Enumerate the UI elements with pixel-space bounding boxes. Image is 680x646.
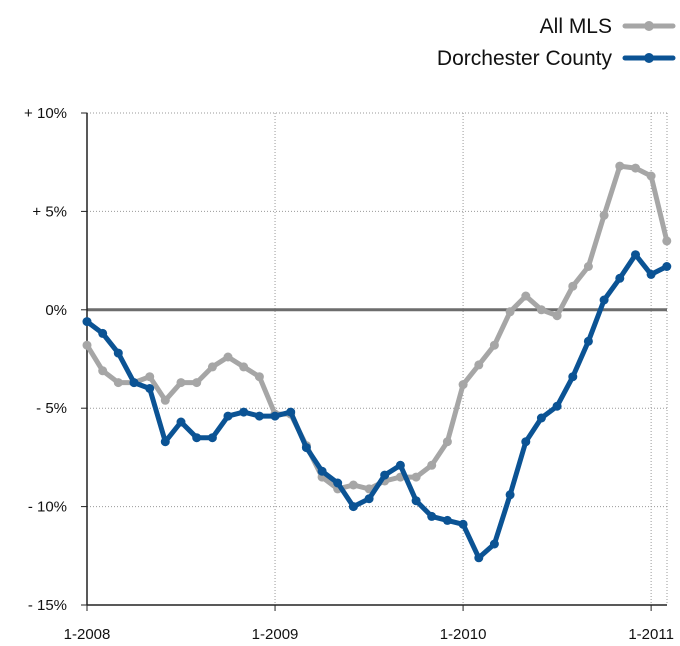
- plot-area: + 10% + 5% 0% - 5% - 10% - 15% 1-2008 1-2009 1-2…: [24, 105, 674, 643]
- x-tick-label: 1-2009: [252, 626, 299, 643]
- data-point: [442, 437, 452, 447]
- data-point: [427, 460, 437, 470]
- data-point: [113, 378, 123, 388]
- data-point: [176, 417, 186, 427]
- data-point: [646, 171, 656, 181]
- data-point: [348, 480, 358, 490]
- data-point: [568, 281, 578, 291]
- data-point: [489, 340, 499, 350]
- data-point: [427, 511, 437, 521]
- data-point: [631, 163, 640, 173]
- data-point: [505, 490, 515, 500]
- data-point: [583, 262, 593, 271]
- data-point: [192, 378, 202, 388]
- data-point: [348, 502, 358, 512]
- data-point: [411, 496, 421, 506]
- data-point: [599, 295, 609, 305]
- data-point: [505, 307, 515, 317]
- legend-swatch-marker: [644, 21, 654, 31]
- data-point: [145, 372, 155, 382]
- data-point: [489, 539, 499, 549]
- data-point: [192, 433, 202, 443]
- data-point: [521, 437, 531, 447]
- data-point: [160, 437, 170, 447]
- data-point: [411, 472, 421, 482]
- data-point: [536, 413, 546, 423]
- x-tick-label: 1-2011: [628, 626, 674, 643]
- series-line-all-mls: [84, 163, 670, 492]
- data-point: [82, 340, 92, 350]
- data-point: [364, 494, 374, 504]
- y-tick-label: - 5%: [36, 400, 67, 417]
- y-tick-label: - 15%: [28, 597, 67, 614]
- data-point: [129, 378, 139, 388]
- data-point: [207, 362, 217, 372]
- data-point: [646, 269, 656, 279]
- data-point: [474, 360, 484, 370]
- data-point: [552, 401, 562, 411]
- data-point: [380, 470, 390, 480]
- data-point: [474, 553, 484, 563]
- data-point: [583, 336, 593, 346]
- y-tick-label: 0%: [45, 302, 67, 319]
- series-line-dorchester-county: [84, 252, 670, 561]
- y-tick-label: - 10%: [28, 499, 67, 516]
- legend-label: Dorchester County: [437, 47, 613, 70]
- data-point: [333, 478, 343, 488]
- legend: All MLS Dorchester County: [437, 15, 676, 70]
- legend-label: All MLS: [540, 15, 612, 38]
- data-point: [160, 395, 170, 405]
- data-point: [317, 466, 327, 476]
- data-point: [615, 273, 625, 283]
- y-tick-label: + 10%: [24, 105, 67, 122]
- data-point: [442, 515, 452, 525]
- data-point: [631, 250, 640, 260]
- data-point: [301, 443, 311, 453]
- data-point: [223, 411, 233, 421]
- data-point: [662, 236, 672, 246]
- x-tick-label: 1-2008: [64, 626, 111, 643]
- data-point: [536, 305, 546, 315]
- data-point: [113, 348, 123, 358]
- data-point: [254, 411, 264, 421]
- data-point: [176, 378, 186, 388]
- data-point: [521, 291, 531, 301]
- data-point: [662, 262, 672, 271]
- data-point: [458, 519, 468, 529]
- data-point: [98, 366, 108, 376]
- legend-swatch-marker: [644, 53, 654, 63]
- x-tick-label: 1-2010: [440, 626, 487, 643]
- data-point: [98, 328, 108, 338]
- data-point: [458, 380, 468, 390]
- data-point: [239, 407, 249, 417]
- data-point: [395, 460, 405, 470]
- data-point: [207, 433, 217, 443]
- data-point: [270, 411, 280, 421]
- data-point: [239, 362, 249, 372]
- data-point: [254, 372, 264, 382]
- data-point: [599, 210, 609, 220]
- data-point: [82, 317, 92, 327]
- data-point: [223, 352, 233, 362]
- data-point: [615, 161, 625, 171]
- data-point: [145, 384, 155, 393]
- data-point: [552, 311, 562, 321]
- y-tick-label: + 5%: [32, 203, 67, 220]
- data-point: [286, 407, 296, 417]
- data-point: [568, 372, 578, 382]
